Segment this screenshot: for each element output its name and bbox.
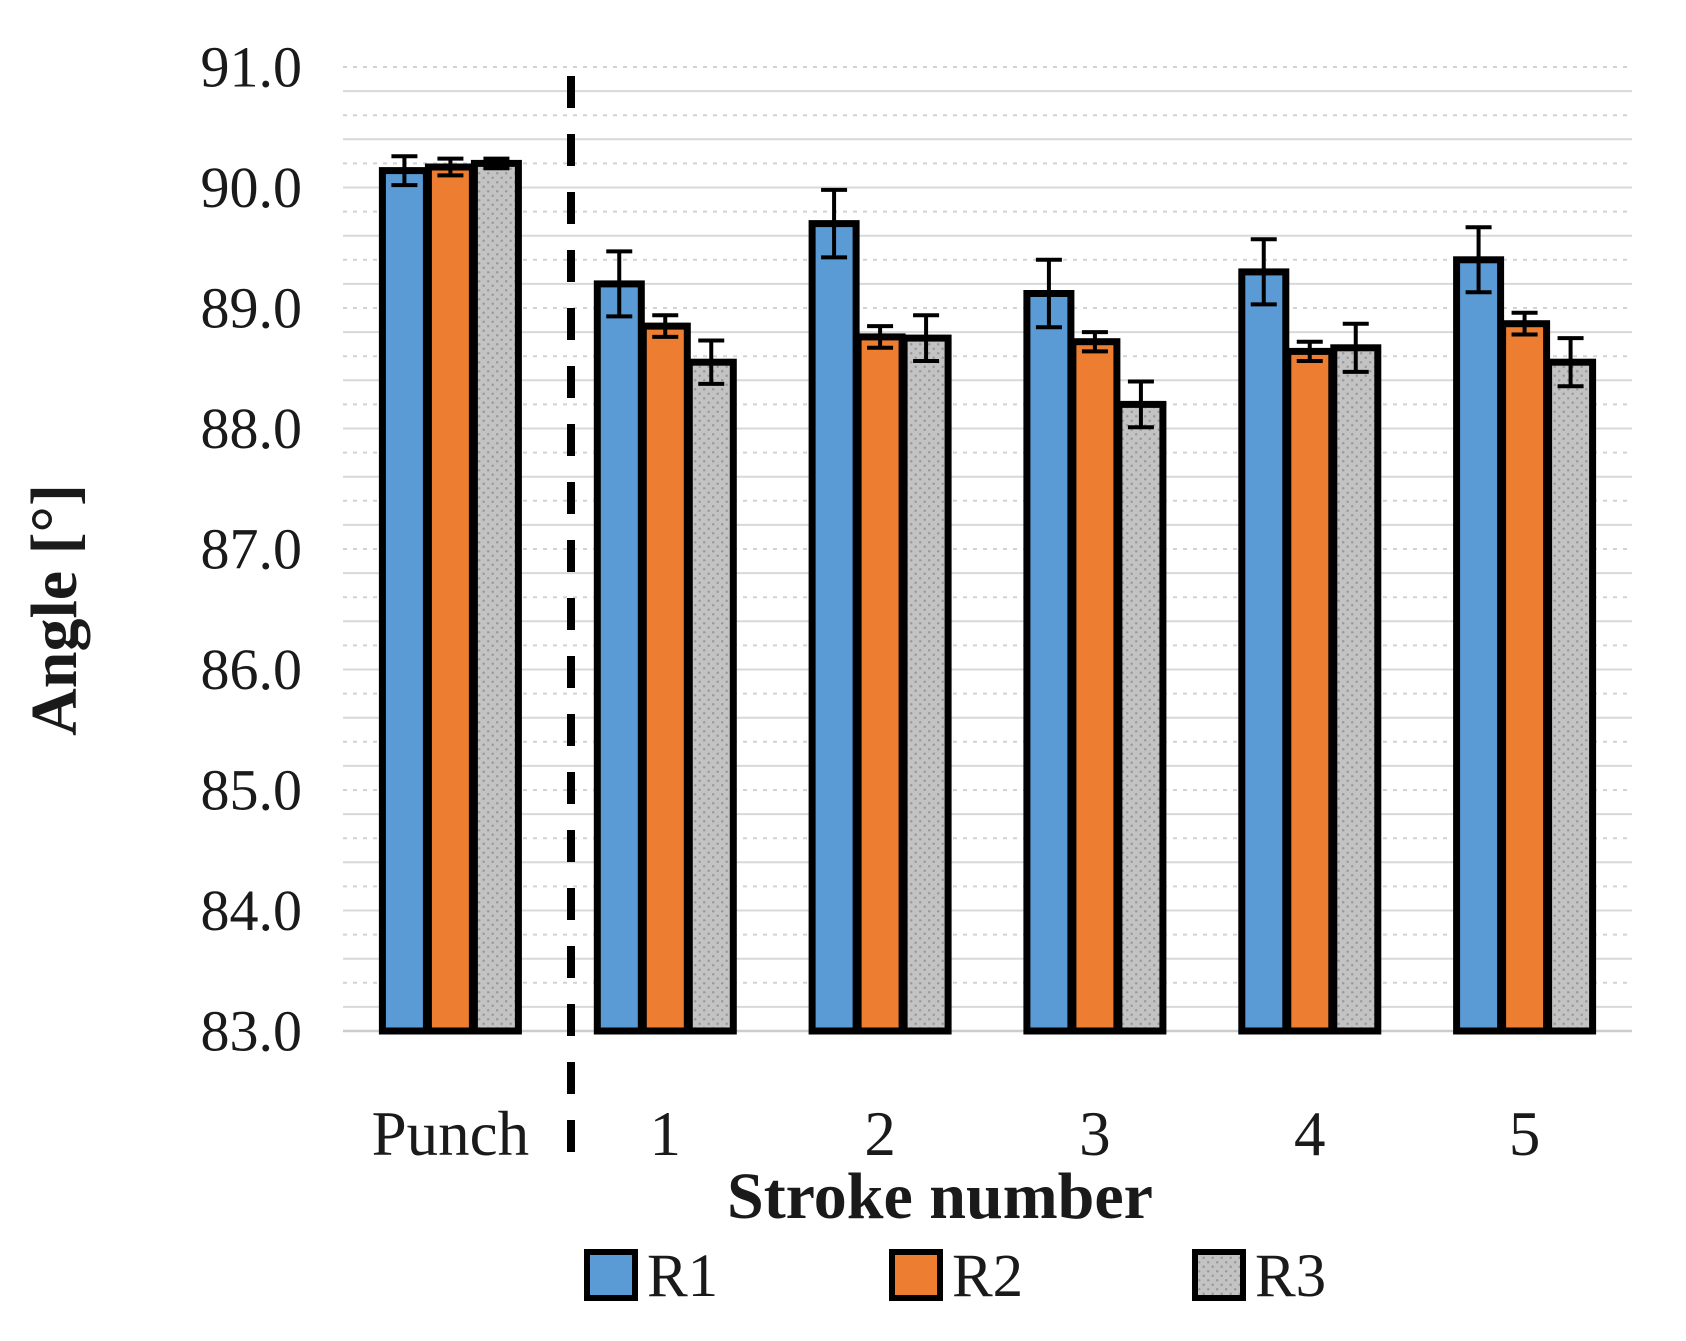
error-bar-r2-4 <box>1296 339 1323 363</box>
y-axis-title: Angle [°] <box>18 484 91 736</box>
error-bar-r1-punch <box>391 154 418 188</box>
error-bar-r1-1 <box>606 249 633 319</box>
error-bar-r3-2 <box>913 313 940 363</box>
bar-r1-punch <box>378 167 430 1035</box>
legend-swatch-r3 <box>1192 1249 1246 1301</box>
bar-r1-4 <box>1238 268 1290 1035</box>
legend-item-r2: R2 <box>889 1243 1023 1310</box>
x-tick-label-1: 1 <box>650 1099 682 1169</box>
error-bar-r1-3 <box>1035 257 1062 330</box>
bar-r3-2 <box>900 334 952 1035</box>
bar-r2-3 <box>1069 338 1121 1035</box>
legend-item-r1: R1 <box>584 1243 718 1310</box>
x-tick-label-4: 4 <box>1294 1099 1326 1169</box>
legend-swatch-r2 <box>889 1249 943 1301</box>
error-bar-r2-2 <box>867 324 894 350</box>
y-tick-label-87.0: 87.0 <box>201 517 303 582</box>
bar-r3-4 <box>1330 344 1382 1035</box>
legend-label-r2: R2 <box>952 1243 1023 1310</box>
bar-r2-1 <box>639 322 691 1035</box>
legend-item-r3: R3 <box>1192 1243 1326 1310</box>
bar-r2-5 <box>1499 320 1551 1035</box>
x-tick-label-3: 3 <box>1079 1099 1111 1169</box>
bar-r3-punch <box>470 159 522 1035</box>
bar-r3-5 <box>1545 358 1597 1035</box>
y-tick-label-90.0: 90.0 <box>201 155 303 220</box>
x-tick-label-5: 5 <box>1509 1099 1541 1169</box>
y-tick-label-88.0: 88.0 <box>201 396 303 461</box>
bar-r3-3 <box>1115 400 1167 1035</box>
bar-r2-2 <box>854 333 906 1035</box>
error-bar-r1-2 <box>821 187 848 260</box>
error-bar-r3-4 <box>1342 321 1369 374</box>
error-bar-r2-punch <box>437 156 464 178</box>
bar-r1-2 <box>808 220 860 1035</box>
legend-swatch-r1 <box>584 1249 638 1301</box>
bar-r1-5 <box>1453 256 1505 1035</box>
bar-r1-1 <box>593 280 645 1035</box>
x-axis-title: Stroke number <box>727 1160 1153 1233</box>
x-tick-label-punch: Punch <box>372 1099 530 1169</box>
error-bar-r2-1 <box>652 313 679 339</box>
error-bar-r2-3 <box>1081 330 1108 354</box>
bar-r2-punch <box>424 163 476 1035</box>
y-tick-label-91.0: 91.0 <box>201 35 303 100</box>
y-tick-label-84.0: 84.0 <box>201 878 303 943</box>
error-bar-r3-1 <box>698 338 725 386</box>
error-bar-r2-5 <box>1511 310 1538 337</box>
y-tick-label-89.0: 89.0 <box>201 276 303 341</box>
error-bar-r1-5 <box>1465 225 1492 295</box>
bar-r1-3 <box>1023 290 1075 1035</box>
error-bar-r3-3 <box>1127 379 1154 430</box>
bar-r2-4 <box>1284 347 1336 1035</box>
x-tick-label-2: 2 <box>864 1099 896 1169</box>
error-bar-r3-punch <box>483 156 510 171</box>
y-tick-label-83.0: 83.0 <box>201 999 303 1064</box>
y-tick-label-85.0: 85.0 <box>201 758 303 823</box>
legend-label-r3: R3 <box>1255 1243 1326 1310</box>
bar-r3-1 <box>685 358 737 1035</box>
error-bar-r1-4 <box>1250 237 1277 307</box>
y-tick-label-86.0: 86.0 <box>201 637 303 702</box>
legend-label-r1: R1 <box>647 1243 718 1310</box>
error-bar-r3-5 <box>1557 336 1584 389</box>
